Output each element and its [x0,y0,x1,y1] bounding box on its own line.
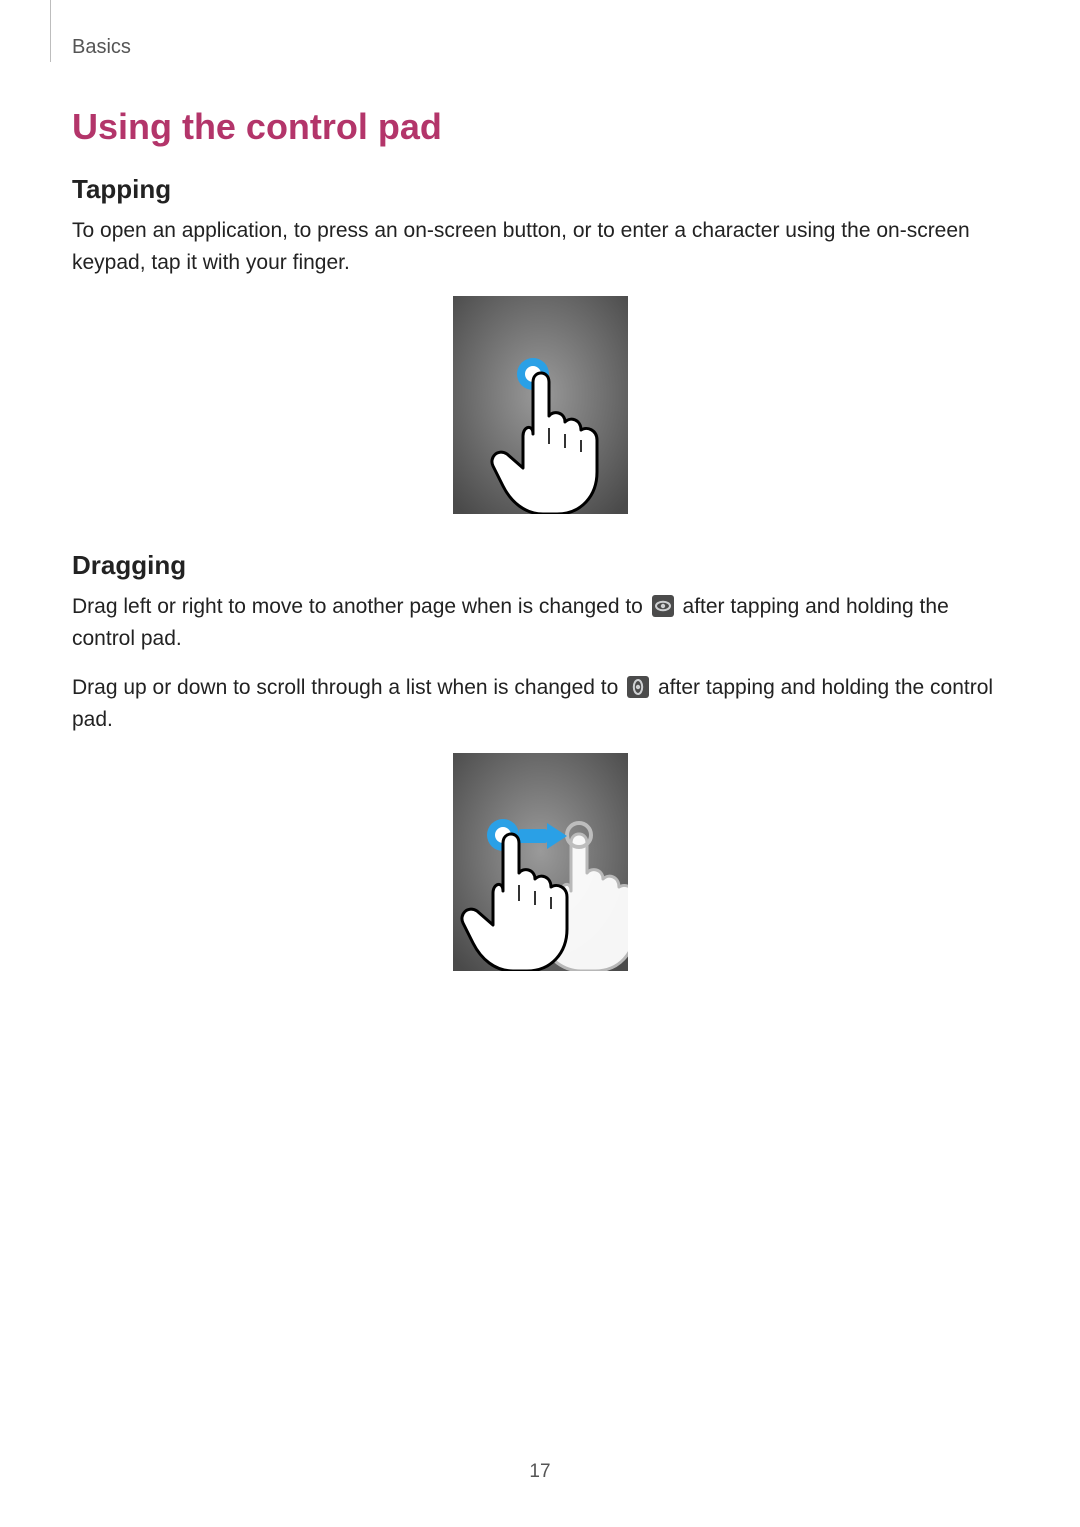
dragging-para1-pre: Drag left or right to move to another pa… [72,595,518,618]
dragging-para2: Drag up or down to scroll through a list… [72,672,1008,735]
figure-dragging [72,753,1008,971]
pan-horizontal-icon [652,595,674,617]
breadcrumb: Basics [72,36,131,59]
header-rule [50,0,51,62]
dragging-para1-mid: is changed to [518,595,649,618]
dragging-para1: Drag left or right to move to another pa… [72,591,1008,654]
subhead-tapping: Tapping [72,174,1008,205]
section-title: Using the control pad [72,106,1008,148]
page-number: 17 [0,1461,1080,1483]
dragging-para2-mid: is changed to [493,676,624,699]
subhead-dragging: Dragging [72,550,1008,581]
pan-vertical-icon [627,676,649,698]
page: Basics Using the control pad Tapping To … [0,0,1080,1527]
dragging-illustration [453,753,628,971]
figure-tapping [72,296,1008,514]
tapping-body: To open an application, to press an on-s… [72,215,1008,278]
tapping-illustration [453,296,628,514]
content: Using the control pad Tapping To open an… [72,36,1008,971]
dragging-para2-pre: Drag up or down to scroll through a list… [72,676,493,699]
